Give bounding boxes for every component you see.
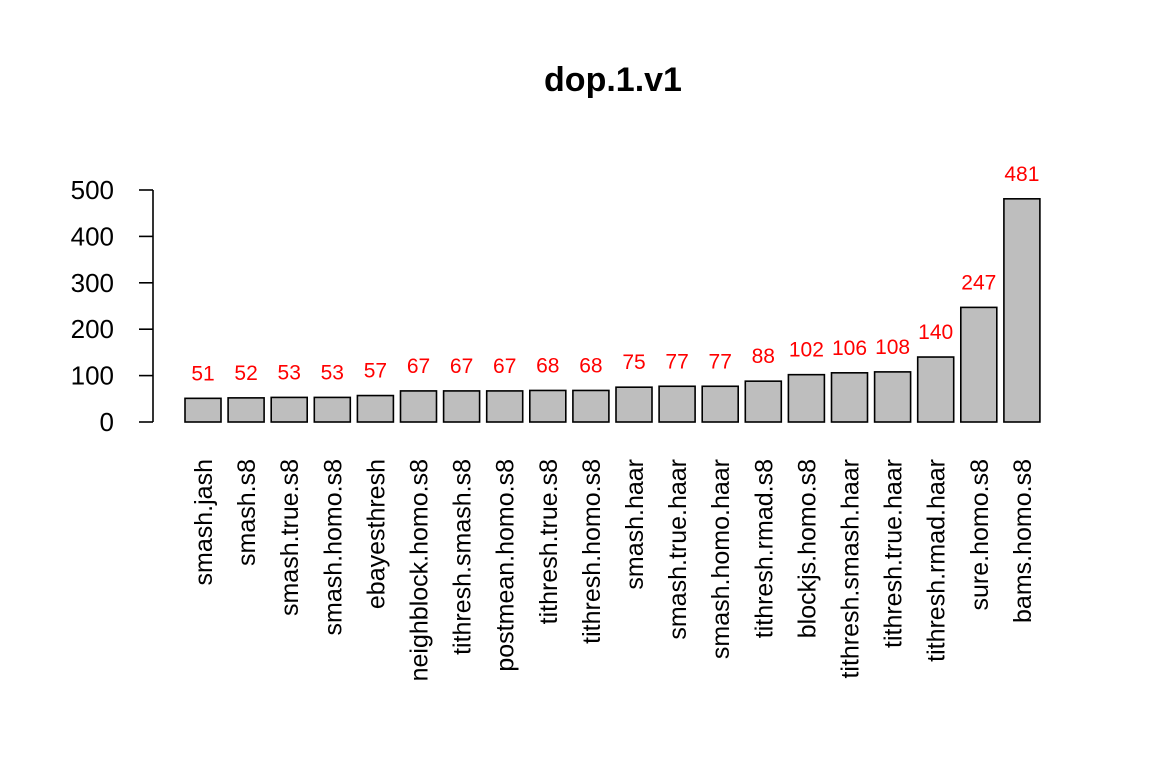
data-label: 68	[536, 354, 559, 377]
chart-title: dop.1.v1	[544, 61, 682, 99]
x-tick-label: tithresh.rmad.haar	[923, 459, 951, 662]
bar	[959, 306, 998, 423]
bar	[572, 389, 610, 423]
data-label: 140	[918, 321, 953, 344]
bar	[270, 396, 309, 423]
x-tick-label: neighblock.homo.s8	[406, 459, 434, 681]
data-label: 57	[364, 360, 387, 383]
x-tick-label: tithresh.homo.s8	[578, 459, 606, 644]
x-tick-label: smash.true.s8	[276, 459, 304, 616]
data-label: 53	[278, 361, 301, 384]
bar	[442, 390, 481, 423]
y-tick-label: 100	[71, 361, 114, 391]
x-tick-label: bams.homo.s8	[1009, 459, 1037, 623]
data-label: 68	[579, 354, 602, 377]
x-tick-label: tithresh.smash.s8	[449, 459, 477, 655]
data-label: 77	[665, 350, 688, 373]
bar	[528, 389, 567, 423]
bar	[356, 394, 395, 423]
y-tick-label: 0	[100, 407, 114, 437]
x-tick-label: smash.haar	[621, 459, 649, 590]
y-tick-label: 400	[71, 221, 114, 251]
bars	[184, 198, 1041, 423]
data-label: 53	[321, 361, 344, 384]
bar	[313, 396, 352, 423]
y-tick-label: 300	[71, 268, 114, 298]
x-tick-label: smash.true.haar	[664, 459, 692, 640]
data-label: 106	[832, 337, 867, 360]
bar	[873, 371, 912, 423]
bar	[1003, 198, 1041, 423]
x-tick-label: smash.homo.haar	[707, 459, 735, 659]
bar	[399, 390, 438, 423]
data-label: 481	[1004, 163, 1039, 186]
x-tick-label: tithresh.smash.haar	[837, 459, 865, 679]
bar	[658, 385, 696, 423]
x-tick-label: ebayesthresh	[362, 459, 390, 609]
x-tick-label: smash.s8	[233, 459, 261, 566]
data-label: 247	[961, 271, 996, 294]
bar	[615, 386, 653, 423]
value-labels: 51 52 53 53 57 67 67 67 68 68 75 77 77 88 102 106 108 140…	[191, 163, 1039, 386]
x-tick-label: tithresh.true.haar	[880, 459, 908, 648]
bar	[184, 397, 222, 423]
bar	[744, 380, 783, 423]
data-label: 88	[752, 345, 775, 368]
x-tick-labels: smash.jash smash.s8 smash.true.s8 smash.hom…	[190, 459, 1037, 681]
y-tick-label: 200	[71, 314, 114, 344]
data-label: 51	[191, 362, 214, 385]
data-label: 108	[875, 336, 910, 359]
x-tick-label: tithresh.rmad.s8	[750, 459, 778, 638]
data-label: 77	[709, 350, 732, 373]
data-label: 67	[493, 355, 516, 378]
data-label: 102	[789, 339, 824, 362]
x-tick-label: postmean.homo.s8	[492, 459, 520, 672]
bar	[830, 372, 869, 423]
x-tick-label: smash.homo.s8	[319, 459, 347, 635]
bar	[227, 397, 265, 423]
bar	[485, 390, 524, 423]
bar	[701, 385, 740, 423]
data-label: 75	[622, 351, 645, 374]
data-label: 67	[407, 355, 430, 378]
x-tick-label: tithresh.true.s8	[535, 459, 563, 624]
bar	[916, 356, 955, 423]
y-tick-label: 500	[71, 175, 114, 205]
x-tick-label: blockjs.homo.s8	[793, 459, 821, 638]
y-axis: 0 100 200 300 400 500	[71, 175, 154, 437]
x-tick-label: smash.jash	[190, 459, 218, 585]
data-label: 52	[234, 362, 257, 385]
x-tick-label: sure.homo.s8	[966, 459, 994, 610]
bar	[787, 373, 826, 423]
data-label: 67	[450, 355, 473, 378]
